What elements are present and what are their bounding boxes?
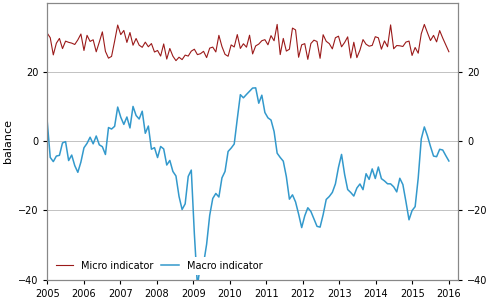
Macro indicator [44,119,50,122]
Macro indicator [372,177,378,180]
Macro indicator [93,134,99,138]
Micro indicator [376,36,382,40]
Macro indicator [446,159,452,163]
Macro indicator [179,208,185,211]
Macro indicator [376,165,382,169]
Line: Micro indicator: Micro indicator [47,24,449,61]
Micro indicator [78,32,84,36]
Micro indicator [173,59,179,63]
Macro indicator [167,159,173,162]
Legend: Micro indicator, Macro indicator: Micro indicator, Macro indicator [52,257,266,275]
Macro indicator [194,284,200,288]
Line: Macro indicator: Macro indicator [47,88,449,286]
Micro indicator [274,23,280,26]
Micro indicator [93,50,99,53]
Y-axis label: balance: balance [3,120,13,163]
Micro indicator [167,47,173,50]
Micro indicator [182,53,188,57]
Macro indicator [78,160,84,164]
Macro indicator [253,86,259,90]
Micro indicator [372,35,378,39]
Micro indicator [44,31,50,35]
Micro indicator [446,50,452,53]
